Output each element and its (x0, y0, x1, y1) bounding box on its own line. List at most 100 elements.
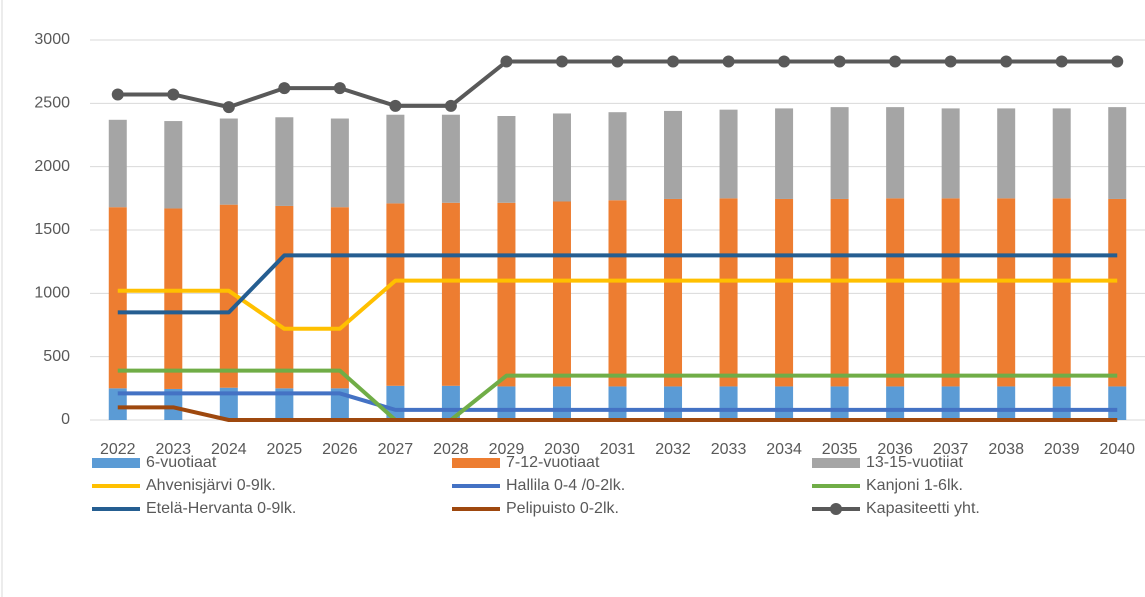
bar (608, 200, 627, 387)
line (117, 59, 1118, 110)
bar (552, 386, 571, 420)
bar (164, 121, 183, 209)
bar (275, 205, 294, 389)
x-tick-label: 2022 (100, 441, 136, 458)
bar (330, 118, 349, 208)
bar (108, 388, 127, 420)
bar (1052, 108, 1071, 199)
x-tick-label: 2031 (600, 441, 636, 458)
x-tick-label: 2034 (766, 441, 802, 458)
x-tick-label: 2033 (711, 441, 747, 458)
line (117, 368, 1118, 422)
marker (222, 101, 235, 114)
legend-label: 13-15-vuotiiat (866, 454, 964, 471)
bar (886, 107, 905, 199)
marker (944, 55, 957, 68)
x-tick-label: 2025 (267, 441, 303, 458)
marker (667, 55, 680, 68)
legend-swatch (812, 458, 860, 468)
line (117, 405, 1118, 422)
x-tick-label: 2032 (655, 441, 691, 458)
bar (1052, 386, 1071, 420)
x-tick-label: 2029 (489, 441, 525, 458)
legend-swatch (92, 458, 140, 468)
bar (997, 386, 1016, 420)
y-tick-label: 1500 (34, 221, 70, 238)
bar (608, 386, 627, 420)
line (117, 391, 1118, 412)
legend-label: Pelipuisto 0-2lk. (506, 500, 619, 517)
bar (997, 198, 1016, 387)
legend-label: Kanjoni 1-6lk. (866, 477, 963, 494)
bar (108, 207, 127, 389)
x-tick-label: 2030 (544, 441, 580, 458)
x-tick-label: 2039 (1044, 441, 1080, 458)
bar (719, 109, 738, 199)
legend-swatch (452, 458, 500, 468)
bar (552, 113, 571, 202)
bar (886, 386, 905, 420)
bar (1108, 107, 1127, 199)
bar (219, 387, 238, 420)
bar (1052, 198, 1071, 387)
bar (275, 117, 294, 206)
bar (164, 208, 183, 389)
bar (830, 198, 849, 387)
y-tick-label: 0 (61, 411, 70, 428)
bar (997, 108, 1016, 199)
marker (1111, 55, 1124, 68)
bar (219, 204, 238, 388)
marker (278, 82, 291, 95)
marker (500, 55, 513, 68)
y-tick-label: 2000 (34, 158, 70, 175)
bar (830, 386, 849, 420)
line (117, 278, 1118, 331)
bar (441, 114, 460, 203)
bar (275, 388, 294, 420)
bar (497, 202, 516, 387)
bar (497, 116, 516, 203)
marker (833, 55, 846, 68)
marker (389, 99, 402, 112)
x-tick-label: 2028 (433, 441, 469, 458)
bar (719, 198, 738, 387)
bar (219, 118, 238, 205)
bar (330, 207, 349, 389)
bar (886, 198, 905, 387)
bar (775, 198, 794, 387)
legend-label: 7-12-vuotiaat (506, 454, 600, 471)
bar (108, 119, 127, 208)
line (117, 253, 1118, 315)
bar (1108, 198, 1127, 387)
x-tick-label: 2036 (877, 441, 913, 458)
bar (1108, 386, 1127, 420)
y-tick-label: 500 (43, 348, 70, 365)
marker (555, 55, 568, 68)
marker (167, 88, 180, 101)
bar (386, 203, 405, 386)
legend-label: Hallila 0-4 /0-2lk. (506, 477, 625, 494)
bar (941, 198, 960, 387)
x-tick-label: 2038 (988, 441, 1024, 458)
marker (111, 88, 124, 101)
bar (664, 198, 683, 387)
y-tick-label: 1000 (34, 285, 70, 302)
bar (664, 386, 683, 420)
bar (608, 112, 627, 201)
legend-label: 6-vuotiaat (146, 454, 217, 471)
bar (941, 386, 960, 420)
x-tick-label: 2024 (211, 441, 247, 458)
legend-marker (830, 503, 842, 515)
bar (664, 110, 683, 199)
bar (775, 386, 794, 420)
marker (444, 99, 457, 112)
marker (722, 55, 735, 68)
x-tick-label: 2040 (1099, 441, 1135, 458)
x-tick-label: 2037 (933, 441, 969, 458)
bar (164, 388, 183, 420)
y-tick-label: 2500 (34, 95, 70, 112)
legend-label: Etelä-Hervanta 0-9lk. (146, 500, 296, 517)
bar (719, 386, 738, 420)
bar (386, 114, 405, 204)
